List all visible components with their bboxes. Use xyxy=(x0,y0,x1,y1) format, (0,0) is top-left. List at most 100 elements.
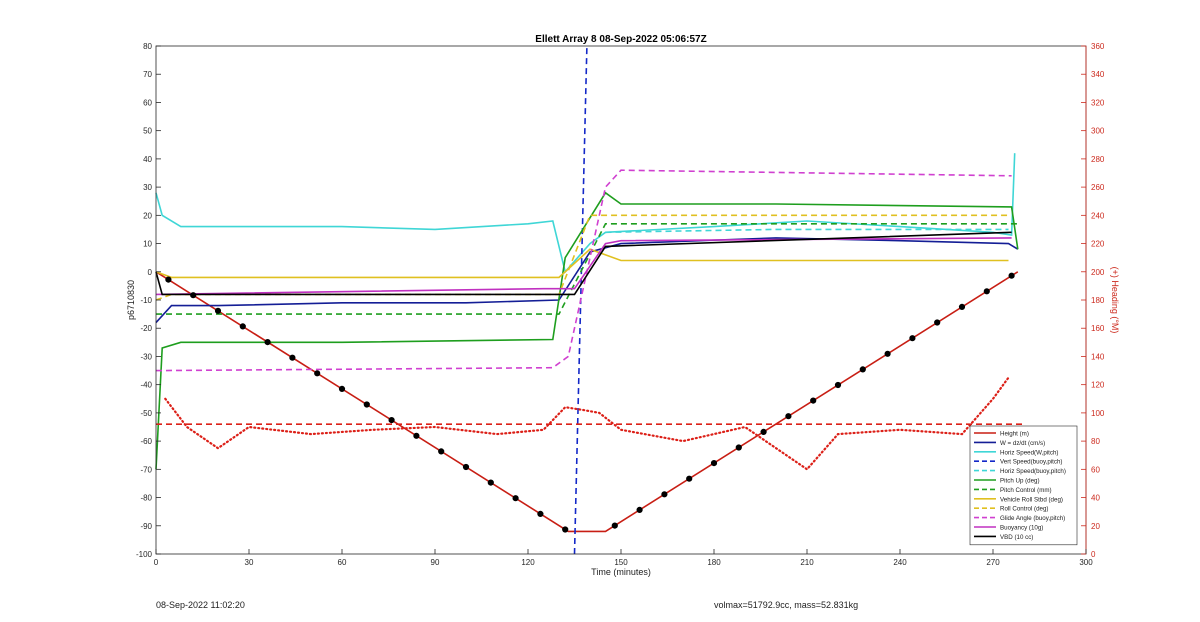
y2-tick-label: 120 xyxy=(1091,381,1105,390)
y-tick-label: -40 xyxy=(140,381,152,390)
x-tick-label: 0 xyxy=(154,558,159,567)
y-tick-label: -80 xyxy=(140,494,152,503)
series-horiz-speed-buoy-pitch xyxy=(605,228,1009,234)
y-tick-label: -30 xyxy=(140,352,152,361)
legend-label: VBD (10 cc) xyxy=(1000,534,1033,541)
x-tick-label: 150 xyxy=(614,558,628,567)
height-marker xyxy=(190,292,197,299)
x-tick-label: 210 xyxy=(800,558,814,567)
y2-tick-label: 340 xyxy=(1091,70,1105,79)
y-tick-label: 0 xyxy=(148,268,153,277)
legend-label: Buoyancy (10g) xyxy=(1000,525,1043,532)
height-marker xyxy=(314,370,321,377)
y-tick-label: 50 xyxy=(143,127,152,136)
y-tick-label: 80 xyxy=(143,42,152,51)
axes-layer: 0 30 60 90 120 150 180 210 240 270 300807060504030… xyxy=(136,42,1105,567)
chart-title: Ellett Array 8 08-Sep-2022 05:06:57Z xyxy=(535,34,706,45)
height-marker xyxy=(710,460,718,467)
x-tick-label: 90 xyxy=(431,558,440,567)
legend-box xyxy=(969,425,1078,546)
height-marker xyxy=(686,475,693,482)
height-marker xyxy=(214,307,222,314)
height-marker xyxy=(388,417,395,424)
height-marker xyxy=(958,303,966,310)
y2-tick-label: 220 xyxy=(1091,240,1105,249)
y-tick-label: -50 xyxy=(140,409,152,418)
y-tick-label: -10 xyxy=(140,296,152,305)
x-tick-label: 60 xyxy=(338,558,347,567)
y-tick-label: -20 xyxy=(140,324,152,333)
y2-tick-label: 160 xyxy=(1091,324,1105,333)
series-pitch-up-deg xyxy=(155,191,1019,470)
legend: Height (m) W = dz/dt (cm/s) Horiz Speed(W,… xyxy=(969,425,1078,546)
height-marker xyxy=(363,401,370,408)
height-marker xyxy=(562,526,569,533)
y-tick-label: 30 xyxy=(143,183,152,192)
height-marker xyxy=(1008,272,1015,279)
y2-tick-label: 40 xyxy=(1091,494,1100,503)
series-w-dz-dt-cm-s xyxy=(155,237,1019,324)
footer-volmax-mass: volmax=51792.9cc, mass=52.831kg xyxy=(714,600,859,610)
series-pitch-control-mm xyxy=(156,223,1018,315)
height-marker xyxy=(983,288,990,295)
y2-tick-label: 260 xyxy=(1091,183,1105,192)
x-tick-label: 240 xyxy=(893,558,907,567)
height-marker xyxy=(661,491,668,498)
legend-label: Pitch Control (mm) xyxy=(1000,487,1052,494)
legend-label: Horiz Speed(W,pitch) xyxy=(1000,449,1058,456)
y2-tick-label: 180 xyxy=(1091,296,1105,305)
height-marker xyxy=(338,385,346,392)
y-axis-label: p6710830 xyxy=(126,280,136,320)
legend-label: Vert Speed(buoy,pitch) xyxy=(1000,459,1062,466)
y-tick-label: 60 xyxy=(143,98,152,107)
height-marker xyxy=(537,510,544,518)
height-marker xyxy=(462,463,470,471)
y2-tick-label: 60 xyxy=(1091,465,1100,474)
y-tick-label: 40 xyxy=(143,155,152,164)
x-tick-label: 300 xyxy=(1079,558,1093,567)
y-tick-label: -100 xyxy=(136,550,153,559)
legend-label: Vehicle Roll Stbd (deg) xyxy=(1000,496,1063,503)
footer-timestamp: 08-Sep-2022 11:02:20 xyxy=(156,600,245,610)
y2-tick-label: 320 xyxy=(1091,98,1105,107)
y2-tick-label: 140 xyxy=(1091,352,1105,361)
series-vehicle-roll-stbd-deg xyxy=(155,248,1009,279)
y-tick-label: -70 xyxy=(140,465,152,474)
y-tick-label: -60 xyxy=(140,437,152,446)
height-marker xyxy=(909,335,916,342)
height-marker xyxy=(760,428,767,435)
y2-tick-label: 280 xyxy=(1091,155,1105,164)
height-marker xyxy=(289,354,296,361)
height-marker xyxy=(785,413,792,420)
height-marker xyxy=(934,319,941,326)
height-marker xyxy=(239,323,246,330)
series-heading-m xyxy=(164,376,1010,471)
y2-tick-label: 200 xyxy=(1091,268,1105,277)
x-tick-label: 120 xyxy=(521,558,535,567)
x-tick-label: 180 xyxy=(707,558,721,567)
y2-tick-label: 360 xyxy=(1091,42,1105,51)
y2-tick-label: 300 xyxy=(1091,127,1105,136)
height-marker xyxy=(512,495,519,502)
height-marker xyxy=(165,276,172,283)
height-marker xyxy=(810,397,817,404)
legend-label: Roll Control (deg) xyxy=(1000,506,1049,513)
y2-tick-label: 0 xyxy=(1091,550,1096,559)
y-tick-label: 10 xyxy=(143,240,152,249)
series-layer xyxy=(155,45,1024,555)
y2-tick-label: 100 xyxy=(1091,409,1105,418)
height-marker xyxy=(487,479,494,486)
x-tick-label: 30 xyxy=(245,558,254,567)
height-marker xyxy=(611,522,618,529)
y2-axis-label: (+) Heading (°M) xyxy=(1110,267,1120,334)
y-tick-label: -90 xyxy=(140,522,152,531)
legend-label: Glide Angle (buoy,pitch) xyxy=(1000,515,1065,522)
series-buoyancy-10g xyxy=(155,237,1012,296)
legend-label: Pitch Up (deg) xyxy=(1000,478,1040,485)
height-marker xyxy=(735,444,742,451)
height-marker xyxy=(834,381,842,389)
y-tick-label: 20 xyxy=(143,211,152,220)
legend-label: W = dz/dt (cm/s) xyxy=(1000,440,1045,447)
height-marker xyxy=(636,506,643,513)
y2-tick-label: 240 xyxy=(1091,211,1105,220)
